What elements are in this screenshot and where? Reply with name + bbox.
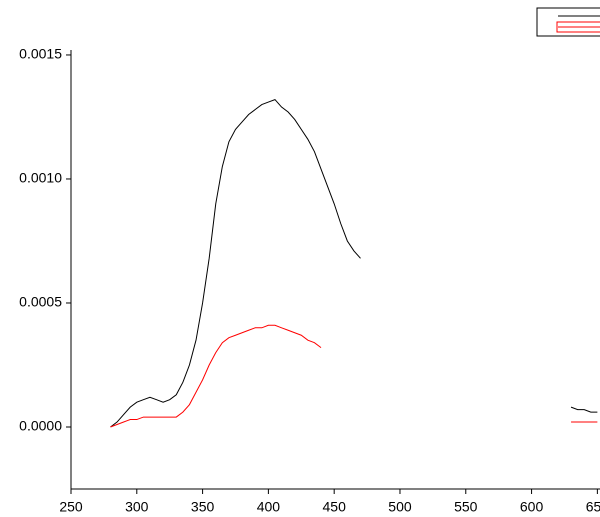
x-tick-label: 400 [257,499,281,515]
y-tick-label: 0.0015 [19,46,62,62]
x-tick-label: 250 [59,499,83,515]
x-tick-label: 550 [454,499,478,515]
x-tick-label: 500 [388,499,412,515]
x-tick-label: 600 [520,499,544,515]
x-tick-label: 350 [191,499,215,515]
x-tick-label: 650 [586,499,600,515]
legend-swatch-frame [556,21,600,33]
y-tick-label: 0.0010 [19,170,62,186]
y-tick-label: 0.0000 [19,418,62,434]
data-line [110,99,598,428]
x-tick-label: 450 [323,499,347,515]
data-line [110,324,598,428]
y-tick-label: 0.0005 [19,294,62,310]
x-tick-label: 300 [125,499,149,515]
